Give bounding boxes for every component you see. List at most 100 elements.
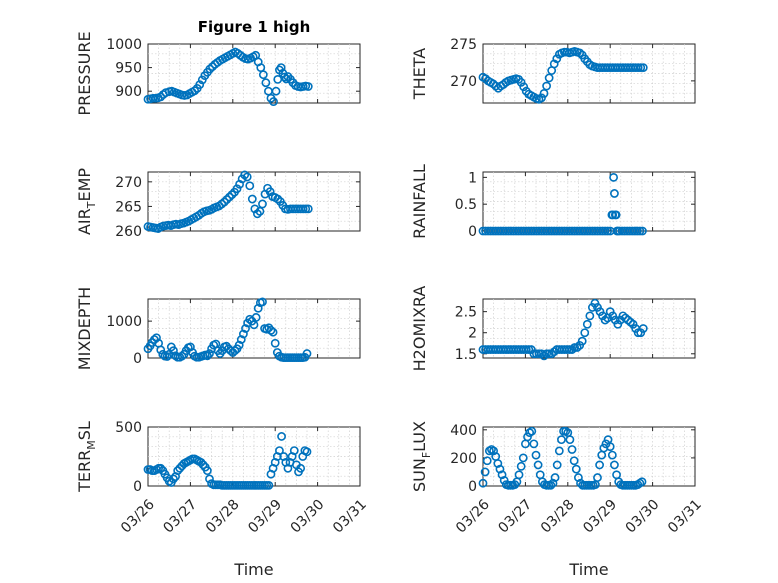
data-point bbox=[205, 474, 214, 484]
subplot-8: 0 200 400 03/26 03/27 03/28 03/29 03/30 03/31 SUN… bbox=[410, 421, 705, 579]
data-point bbox=[488, 79, 498, 89]
data-point bbox=[582, 319, 592, 329]
y-tick-label: 2 bbox=[468, 326, 477, 342]
data-point bbox=[585, 311, 595, 321]
data-point bbox=[537, 93, 546, 103]
y-tick-label: 1 bbox=[468, 170, 477, 186]
subplot-2: 270 275 THETA bbox=[410, 37, 696, 104]
data-point bbox=[242, 172, 252, 182]
x-tick-label: 03/29 bbox=[245, 497, 285, 537]
data-point bbox=[493, 459, 503, 468]
x-tick-label: 03/28 bbox=[538, 497, 578, 537]
data-point bbox=[271, 86, 281, 96]
data-point bbox=[198, 460, 208, 470]
data-point bbox=[302, 349, 312, 358]
data-point bbox=[277, 432, 286, 441]
data-point bbox=[516, 461, 526, 471]
data-point bbox=[605, 442, 615, 452]
y-tick-label: 1000 bbox=[106, 314, 142, 330]
data-point bbox=[289, 446, 299, 455]
data-point bbox=[265, 187, 275, 197]
data-point bbox=[539, 89, 549, 98]
data-point bbox=[523, 432, 532, 442]
data-point bbox=[610, 460, 619, 470]
data-point bbox=[580, 328, 590, 338]
data-point bbox=[514, 470, 524, 480]
x-tick-label: 03/28 bbox=[203, 497, 243, 537]
data-point bbox=[499, 475, 509, 485]
data-point bbox=[638, 63, 648, 72]
data-point bbox=[546, 480, 556, 490]
y-tick-label: 265 bbox=[115, 199, 142, 215]
x-tick-label: 03/31 bbox=[665, 497, 705, 537]
data-point bbox=[202, 466, 212, 476]
data-point bbox=[603, 226, 613, 236]
y-tick-label: 900 bbox=[115, 84, 142, 100]
x-tick-label: 03/27 bbox=[495, 497, 535, 537]
y-axis-label: TERRMSL bbox=[75, 421, 98, 493]
x-tick-label: 03/30 bbox=[623, 497, 663, 537]
y-axis-label: H2OMIXRA bbox=[410, 286, 429, 372]
y-tick-label: 0 bbox=[468, 479, 477, 495]
data-point bbox=[232, 184, 242, 194]
y-tick-label: 950 bbox=[115, 61, 142, 77]
data-point bbox=[638, 226, 647, 236]
y-tick-label: 270 bbox=[450, 74, 477, 90]
data-point bbox=[250, 204, 260, 214]
x-axis-label: Time bbox=[233, 560, 273, 579]
data-point bbox=[156, 345, 166, 355]
y-axis-label: AIRTEMP bbox=[75, 168, 98, 235]
data-point bbox=[219, 197, 229, 207]
data-point bbox=[303, 204, 313, 214]
data-point bbox=[531, 450, 541, 460]
subplot-6: 1.5 2 2.5 H2OMIXRA bbox=[410, 286, 696, 372]
data-point bbox=[190, 86, 200, 96]
y-tick-label: 1.5 bbox=[455, 347, 477, 363]
data-point bbox=[268, 327, 278, 337]
data-point bbox=[162, 352, 172, 361]
data-point bbox=[574, 473, 583, 482]
data-point bbox=[524, 345, 534, 354]
data-point bbox=[152, 333, 161, 343]
y-tick-label: 260 bbox=[115, 224, 142, 240]
data-point bbox=[269, 97, 278, 106]
data-point bbox=[533, 460, 543, 470]
data-point bbox=[595, 460, 604, 470]
data-point bbox=[264, 481, 274, 490]
subplot-1: 900 950 1000 PRESSURE Figure 1 high bbox=[75, 18, 361, 116]
data-point bbox=[632, 226, 642, 236]
data-point bbox=[234, 340, 244, 350]
data-point bbox=[497, 470, 507, 480]
data-point bbox=[521, 345, 531, 354]
data-point bbox=[542, 81, 551, 91]
data-point bbox=[565, 345, 574, 354]
data-point bbox=[255, 206, 265, 216]
y-axis-label: THETA bbox=[410, 48, 429, 100]
data-point bbox=[156, 92, 166, 102]
data-point bbox=[251, 313, 261, 322]
data-point bbox=[638, 324, 648, 333]
y-axis-label: PRESSURE bbox=[75, 31, 94, 115]
data-point bbox=[275, 446, 284, 455]
data-point bbox=[593, 473, 602, 482]
data-point bbox=[489, 446, 498, 456]
data-point bbox=[608, 210, 618, 220]
data-point bbox=[302, 447, 312, 457]
data-point bbox=[195, 80, 205, 89]
data-point bbox=[270, 338, 280, 348]
subplot-5: 0 1000 MIXDEPTH bbox=[75, 287, 361, 370]
x-tick-label: 03/26 bbox=[118, 497, 158, 537]
data-point bbox=[222, 195, 232, 204]
y-tick-label: 500 bbox=[115, 420, 142, 436]
data-point bbox=[230, 346, 240, 356]
data-point bbox=[637, 477, 647, 487]
data-point bbox=[610, 189, 619, 198]
data-point bbox=[156, 463, 166, 473]
data-point bbox=[600, 226, 610, 236]
data-point bbox=[565, 435, 575, 445]
data-point bbox=[205, 64, 215, 74]
y-tick-label: 270 bbox=[115, 175, 142, 191]
data-point bbox=[571, 464, 581, 474]
data-point bbox=[575, 48, 585, 58]
